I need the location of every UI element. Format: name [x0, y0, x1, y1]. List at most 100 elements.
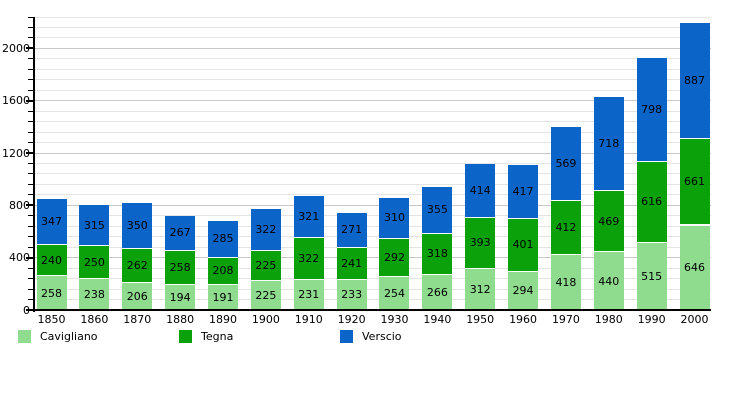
bar-segment-cavigliano: 231 [293, 279, 324, 310]
bar-segment-cavigliano: 233 [336, 279, 367, 310]
y-axis-minor-tick [28, 173, 33, 175]
bar-segment-cavigliano: 418 [550, 255, 581, 310]
bar-value-label: 231 [298, 288, 320, 302]
bar-value-label: 355 [426, 203, 448, 217]
bar-value-label: 240 [41, 253, 62, 267]
bar-segment-verscio: 798 [636, 57, 667, 163]
gridline-minor [35, 163, 711, 164]
bar-segment-tegna: 393 [465, 217, 496, 270]
bar-segment-tegna: 262 [122, 248, 153, 284]
bar-value-label: 347 [41, 215, 62, 229]
y-axis-minor-tick [28, 16, 33, 18]
gridline-major [35, 257, 711, 259]
bar-segment-verscio: 718 [593, 97, 624, 192]
y-axis-minor-tick [28, 37, 33, 39]
y-axis-label: 800 [9, 198, 30, 212]
y-axis-minor-tick [28, 215, 33, 217]
legend-label-tegna: Tegna [201, 330, 234, 343]
y-axis-major-tick [26, 47, 35, 50]
bar-value-label: 310 [383, 211, 405, 225]
bar-segment-tegna: 616 [636, 162, 667, 243]
bar-value-label: 208 [212, 264, 234, 278]
x-axis-label: 1940 [423, 313, 452, 326]
y-axis-minor-tick [28, 79, 33, 81]
legend-item-tegna: Tegna [179, 330, 233, 343]
bar-segment-tegna: 661 [679, 139, 710, 226]
bar-segment-verscio: 285 [207, 220, 238, 258]
y-axis-major-tick [26, 256, 35, 259]
y-axis-minor-tick [28, 163, 33, 164]
bar-segment-verscio: 347 [36, 199, 67, 245]
bar-segment-cavigliano: 266 [422, 275, 453, 310]
x-axis-label: 1900 [251, 313, 280, 326]
bar-segment-cavigliano: 225 [250, 280, 281, 310]
bar-segment-verscio: 355 [422, 187, 453, 234]
x-axis-label: 1850 [37, 313, 66, 326]
bar-value-label: 412 [555, 221, 577, 235]
gridline-minor [35, 89, 711, 91]
bar-segment-cavigliano: 440 [593, 252, 624, 310]
bar-segment-verscio: 414 [465, 163, 496, 218]
bar-value-label: 798 [641, 102, 663, 116]
bar-value-label: 206 [126, 290, 148, 304]
legend-item-cavigliano: Cavigliano [18, 330, 98, 343]
bar-segment-tegna: 401 [508, 219, 539, 272]
bar-value-label: 241 [341, 256, 363, 270]
bar-segment-cavigliano: 312 [465, 269, 496, 310]
y-axis-minor-tick [28, 131, 33, 133]
gridline-minor [35, 58, 711, 60]
bar-value-label: 417 [512, 184, 534, 198]
gridline-minor [35, 215, 711, 217]
bar-value-label: 515 [641, 269, 663, 283]
bar-segment-cavigliano: 191 [207, 285, 238, 310]
bar-value-label: 225 [255, 288, 277, 302]
bar-value-label: 661 [684, 175, 706, 189]
y-axis-label: 400 [9, 251, 30, 265]
bar-segment-tegna: 241 [336, 247, 367, 280]
bar-segment-cavigliano: 254 [379, 276, 410, 310]
bar-segment-cavigliano: 294 [508, 271, 539, 310]
y-axis-major-tick [26, 204, 35, 207]
gridline-major [35, 100, 711, 102]
bar-segment-cavigliano: 515 [636, 242, 667, 310]
bar-value-label: 322 [298, 251, 320, 265]
bar-value-label: 271 [341, 223, 363, 237]
bar-segment-cavigliano: 238 [79, 278, 110, 310]
bar-segment-tegna: 292 [379, 238, 410, 277]
bar-value-label: 887 [684, 74, 706, 88]
y-axis-minor-tick [28, 68, 33, 70]
y-axis-minor-tick [28, 236, 33, 238]
bar-segment-verscio: 267 [165, 215, 196, 251]
y-axis-major-tick [26, 99, 35, 102]
bar-segment-tegna: 250 [79, 246, 110, 279]
y-axis-major-tick [26, 152, 35, 155]
bar-segment-tegna: 318 [422, 233, 453, 276]
x-axis-label: 1930 [380, 313, 409, 326]
bar-segment-verscio: 417 [508, 164, 539, 220]
x-axis-label: 1890 [208, 313, 237, 326]
x-axis-label: 1960 [509, 313, 538, 326]
gridline-minor [35, 183, 711, 185]
gridline-minor [35, 267, 711, 269]
legend-label-cavigliano: Cavigliano [40, 330, 98, 343]
bar-value-label: 569 [555, 157, 577, 171]
gridline-minor [35, 26, 711, 28]
legend-swatch-verscio [340, 330, 353, 343]
y-axis-minor-tick [28, 225, 33, 227]
bar-value-label: 267 [169, 226, 191, 240]
gridline-minor [35, 288, 711, 290]
bar-value-label: 718 [598, 137, 620, 151]
bar-value-label: 294 [512, 284, 534, 298]
bar-value-label: 414 [469, 183, 491, 197]
bar-value-label: 266 [426, 286, 448, 300]
y-axis [33, 17, 35, 312]
bar-segment-cavigliano: 258 [36, 276, 67, 310]
bar-segment-verscio: 315 [79, 204, 110, 247]
legend-label-verscio: Verscio [362, 330, 402, 343]
bar-value-label: 440 [598, 274, 620, 288]
bar-segment-verscio: 271 [336, 212, 367, 248]
bar-segment-tegna: 322 [293, 237, 324, 280]
legend-swatch-tegna [179, 330, 192, 343]
gridline-minor [35, 194, 711, 196]
bar-value-label: 418 [555, 276, 577, 290]
